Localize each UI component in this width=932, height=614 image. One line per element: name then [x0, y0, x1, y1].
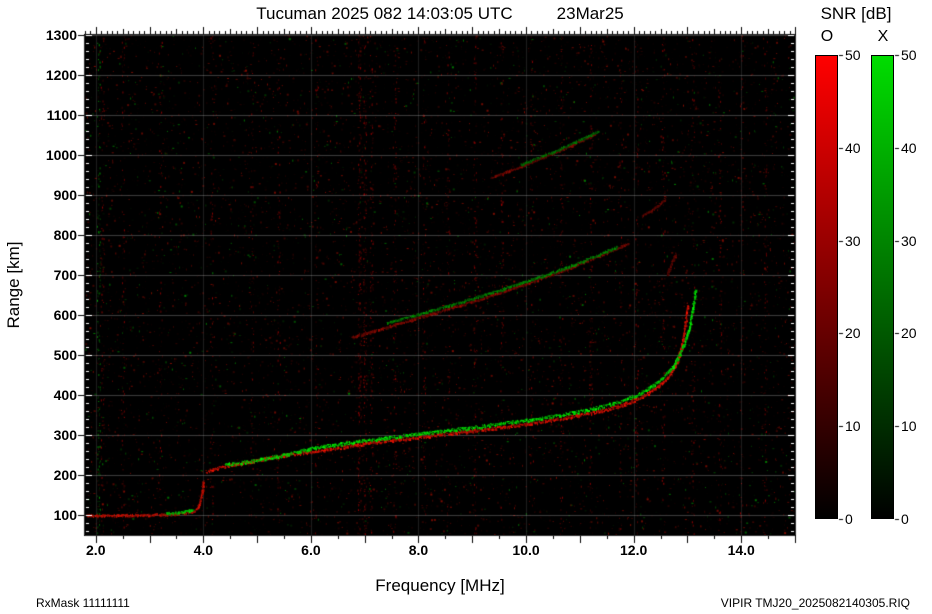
- colorbar-tick-label: 10: [845, 418, 861, 435]
- x-tick-label: 4.0: [193, 542, 214, 558]
- y-tick-label: 1000: [45, 147, 77, 163]
- title-text: Tucuman 2025 082 14:03:05 UTC: [256, 4, 513, 23]
- y-tick-label: 500: [53, 347, 77, 363]
- colorbar-tick-label: 30: [845, 232, 861, 249]
- colorbar-tick-label: 30: [901, 232, 917, 249]
- y-tick-label: 100: [53, 507, 77, 523]
- filename-text: VIPIR TMJ20_2025082140305.RIQ: [720, 596, 910, 610]
- colorbar-o-label: O: [820, 28, 834, 45]
- colorbar-tick-label: 20: [845, 325, 861, 342]
- title-date: 23Mar25: [556, 4, 624, 23]
- y-tick-label: 900: [53, 187, 77, 203]
- y-tick-label: 1100: [46, 107, 77, 123]
- y-tick-label: 200: [53, 467, 77, 483]
- x-axis-label: Frequency [MHz]: [375, 576, 505, 595]
- y-tick-label: 800: [53, 227, 77, 243]
- colorbar-tick-label: 0: [845, 511, 853, 527]
- colorbar-tick-label: 20: [901, 325, 917, 342]
- y-tick-label: 700: [53, 267, 77, 283]
- colorbar-tick-label: 50: [845, 47, 861, 63]
- colorbar-x-label: X: [877, 28, 889, 45]
- x-tick-label: 12.0: [620, 542, 648, 558]
- colorbar-tick-label: 40: [901, 139, 917, 156]
- y-tick-label: 400: [53, 387, 77, 403]
- y-axis-label: Range [km]: [4, 241, 23, 329]
- y-tick-label: 1200: [45, 67, 77, 83]
- x-tick-label: 6.0: [301, 542, 321, 558]
- x-tick-label: 2.0: [86, 542, 106, 558]
- figure-title: Tucuman 2025 082 14:03:05 UTC 23Mar25: [85, 4, 795, 24]
- colorbar-tick-label: 10: [901, 418, 917, 435]
- x-tick-label: 8.0: [408, 542, 429, 558]
- y-tick-label: 1300: [45, 27, 77, 43]
- x-tick-label: 10.0: [512, 542, 540, 558]
- y-tick-label: 600: [53, 307, 77, 323]
- colorbar-tick-label: 50: [901, 47, 917, 63]
- colorbar-title: SNR [dB]: [820, 4, 892, 23]
- rxmask-text: RxMask 11111111: [36, 596, 130, 610]
- ionogram-plot-canvas: [85, 35, 795, 535]
- colorbar-o-gradient: [815, 55, 838, 519]
- colorbar-tick-label: 0: [901, 511, 909, 527]
- colorbar-x-gradient: [871, 55, 894, 519]
- colorbar-tick-label: 40: [845, 139, 861, 156]
- x-tick-label: 14.0: [727, 542, 755, 558]
- y-tick-label: 300: [53, 427, 77, 443]
